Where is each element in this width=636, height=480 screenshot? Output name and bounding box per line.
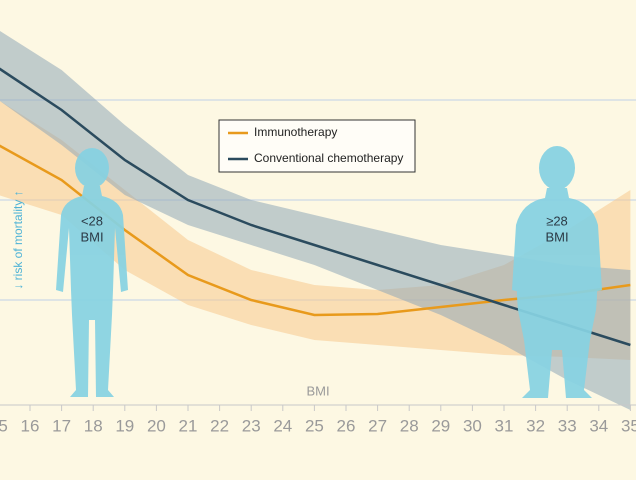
x-tick-label: 19 — [115, 416, 134, 435]
x-tick-label: 30 — [463, 416, 482, 435]
figures — [56, 146, 602, 398]
x-tick-label: 15 — [0, 416, 8, 435]
figure-label: ≥28 — [546, 213, 568, 228]
x-tick-label: 17 — [52, 416, 71, 435]
x-tick-label: 29 — [431, 416, 450, 435]
x-axis: 15 16 17 18 19 20 21 22 23 24 25 26 27 28 29 30 31 32 33 34… — [0, 404, 636, 435]
x-tick-label: 21 — [179, 416, 198, 435]
x-tick-label: 34 — [589, 416, 608, 435]
x-tick-label: 18 — [84, 416, 103, 435]
x-tick-label: 26 — [337, 416, 356, 435]
x-tick-label: 25 — [305, 416, 324, 435]
x-tick-label: 22 — [210, 416, 229, 435]
y-axis-label: ↓ risk of mortality ↑ — [11, 190, 25, 289]
legend-box — [218, 119, 416, 173]
figure-label: BMI — [80, 229, 103, 244]
x-tick-label: 23 — [242, 416, 261, 435]
legend-label: Immunotherapy — [254, 125, 337, 139]
x-tick-label: 33 — [558, 416, 577, 435]
legend-label: Conventional chemotherapy — [254, 151, 403, 165]
figure-label: <28 — [81, 213, 103, 228]
figure-large — [512, 146, 602, 398]
x-tick-label: 28 — [400, 416, 419, 435]
x-axis-label: BMI — [306, 383, 329, 398]
x-tick-label: 31 — [495, 416, 514, 435]
x-tick-label: 32 — [526, 416, 545, 435]
figure-slim — [56, 148, 128, 397]
x-tick-label: 24 — [273, 416, 292, 435]
confidence-band — [0, 31, 631, 410]
x-tick-label: 20 — [147, 416, 166, 435]
legend: Immunotherapy Conventional chemotherapy — [228, 125, 403, 165]
x-tick-label: 16 — [21, 416, 40, 435]
x-tick-label: 35 — [621, 416, 636, 435]
figure-label: BMI — [545, 229, 568, 244]
x-tick-label: 27 — [368, 416, 387, 435]
